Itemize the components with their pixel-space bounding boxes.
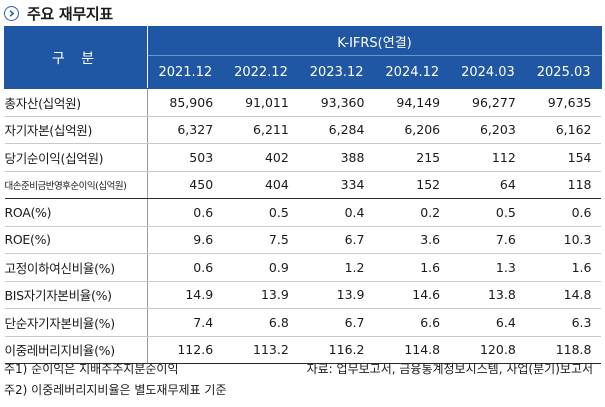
year-header: 2021.12 [147, 55, 224, 89]
title-text: 주요 재무지표 [27, 4, 113, 23]
table-row: ROE(%) 9.6 7.5 6.7 3.6 7.6 10.3 [4, 226, 602, 254]
year-header: 2022.12 [222, 55, 300, 89]
table-cell: 154 [525, 143, 602, 172]
row-label: 단순자기자본비율(%) [4, 308, 148, 337]
table-cell: 0.5 [223, 198, 299, 227]
table-cell: 14.9 [147, 281, 224, 309]
table-row: 대손준비금반영후순이익(십억원) 450 404 334 152 64 118 [4, 171, 602, 199]
table-cell: 450 [147, 171, 224, 199]
table-cell: 0.6 [147, 198, 224, 227]
table-cell: 6.3 [525, 308, 602, 337]
row-label: 총자산(십억원) [4, 88, 148, 117]
table-cell: 6,162 [525, 116, 602, 144]
table-cell: 97,635 [525, 88, 602, 117]
kifrs-header: K-IFRS(연결) [147, 26, 602, 56]
table-row: BIS자기자본비율(%) 14.9 13.9 13.9 14.6 13.8 14.8 [4, 281, 602, 309]
table-cell: 1.2 [298, 253, 375, 282]
table-cell: 113.2 [223, 336, 299, 364]
year-header: 2024.03 [449, 55, 527, 89]
row-label: 당기순이익(십억원) [4, 143, 148, 172]
table-cell: 14.6 [374, 281, 451, 309]
table-cell: 9.6 [147, 226, 224, 254]
table-cell: 94,149 [374, 88, 451, 117]
table-cell: 64 [450, 171, 526, 199]
table-cell: 7.5 [223, 226, 299, 254]
table-cell: 116.2 [298, 336, 375, 364]
table-cell: 215 [374, 143, 451, 172]
year-header: 2025.03 [525, 55, 602, 89]
table-cell: 118.8 [525, 336, 602, 364]
row-label: ROE(%) [4, 226, 148, 254]
table-cell: 1.6 [374, 253, 451, 282]
footnote-2: 주2) 이중레버리지비율은 별도재무제표 기준 [4, 383, 227, 397]
table-cell: 6.7 [298, 226, 375, 254]
table-cell: 1.3 [450, 253, 526, 282]
table-cell: 6,206 [374, 116, 451, 144]
table-row: ROA(%) 0.6 0.5 0.4 0.2 0.5 0.6 [4, 198, 602, 227]
section-title: 주요 재무지표 [4, 2, 113, 24]
table-row: 총자산(십억원) 85,906 91,011 93,360 94,149 96,277 97… [4, 88, 602, 117]
table-cell: 6,203 [450, 116, 526, 144]
table-cell: 152 [374, 171, 451, 199]
table-cell: 0.4 [298, 198, 375, 227]
table-cell: 13.9 [223, 281, 299, 309]
table-cell: 112 [450, 143, 526, 172]
table-cell: 388 [298, 143, 375, 172]
row-label: 자기자본(십억원) [4, 116, 148, 144]
table-cell: 14.8 [525, 281, 602, 309]
table-row: 단순자기자본비율(%) 7.4 6.8 6.7 6.6 6.4 6.3 [4, 308, 602, 337]
row-label: 이중레버리지비율(%) [4, 336, 148, 364]
row-label: BIS자기자본비율(%) [4, 281, 148, 309]
table-row: 당기순이익(십억원) 503 402 388 215 112 154 [4, 143, 602, 172]
table-cell: 7.4 [147, 308, 224, 337]
table-cell: 120.8 [450, 336, 526, 364]
table-cell: 334 [298, 171, 375, 199]
table-cell: 13.9 [298, 281, 375, 309]
table-cell: 6,284 [298, 116, 375, 144]
table-cell: 0.6 [525, 198, 602, 227]
table-cell: 96,277 [450, 88, 526, 117]
table-row: 자기자본(십억원) 6,327 6,211 6,284 6,206 6,203 6,162 [4, 116, 602, 144]
row-label: 고정이하여신비율(%) [4, 253, 148, 282]
table-cell: 503 [147, 143, 224, 172]
row-label: 대손준비금반영후순이익(십억원) [4, 171, 148, 199]
table-cell: 6,327 [147, 116, 224, 144]
table-cell: 404 [223, 171, 299, 199]
table-cell: 6.7 [298, 308, 375, 337]
table-cell: 0.2 [374, 198, 451, 227]
gubun-header: 구 분 [4, 26, 148, 89]
table-cell: 0.5 [450, 198, 526, 227]
table-cell: 3.6 [374, 226, 451, 254]
table-cell: 13.8 [450, 281, 526, 309]
table-row: 고정이하여신비율(%) 0.6 0.9 1.2 1.6 1.3 1.6 [4, 253, 602, 282]
table-cell: 1.6 [525, 253, 602, 282]
chevron-right-icon [4, 5, 19, 21]
table-cell: 6.6 [374, 308, 451, 337]
row-label: ROA(%) [4, 198, 148, 227]
table-cell: 91,011 [223, 88, 299, 117]
table-cell: 6,211 [223, 116, 299, 144]
table-cell: 93,360 [298, 88, 375, 117]
table-cell: 402 [223, 143, 299, 172]
year-header: 2023.12 [298, 55, 375, 89]
table-cell: 6.4 [450, 308, 526, 337]
table-cell: 85,906 [147, 88, 224, 117]
table-cell: 118 [525, 171, 602, 199]
table-row: 이중레버리지비율(%) 112.6 113.2 116.2 114.8 120.8 118.… [4, 336, 602, 364]
table-cell: 10.3 [525, 226, 602, 254]
table-cell: 0.9 [223, 253, 299, 282]
financial-indicators-table: 구 분 K-IFRS(연결) 2021.12 2022.12 2023.12 2… [4, 26, 602, 364]
table-cell: 7.6 [450, 226, 526, 254]
table-cell: 6.8 [223, 308, 299, 337]
year-header: 2024.12 [373, 55, 451, 89]
footnote-1: 주1) 순이익은 지배주주지분순이익 [4, 362, 179, 376]
table-cell: 0.6 [147, 253, 224, 282]
table-cell: 112.6 [147, 336, 224, 364]
table-cell: 114.8 [374, 336, 451, 364]
source-note: 자료: 업무보고서, 금융통계정보시스템, 사업(분기)보고서 [306, 362, 593, 376]
